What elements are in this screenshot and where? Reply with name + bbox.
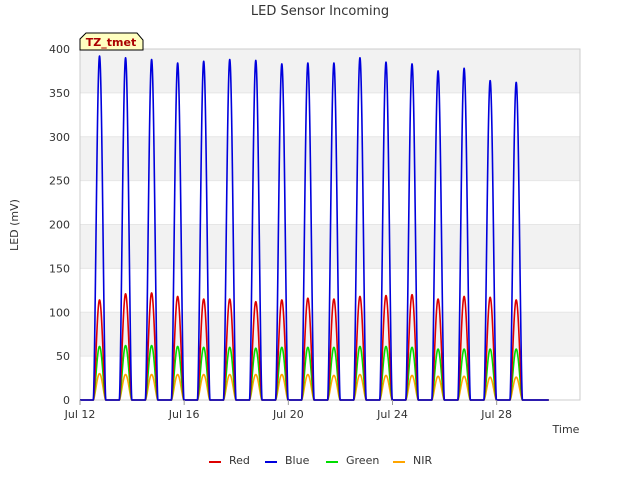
- y-tick-label: 250: [49, 175, 70, 188]
- site-label-box: TZ_tmet: [79, 32, 144, 51]
- x-tick-label: Jul 24: [376, 408, 408, 421]
- x-axis-label: Time: [552, 423, 580, 436]
- x-axis-ticks: Jul 12 Jul 16 Jul 20 Jul 24 Jul 28: [64, 400, 512, 421]
- site-label: TZ_tmet: [86, 36, 136, 49]
- legend: Red Blue Green NIR: [209, 454, 432, 467]
- y-tick-label: 100: [49, 306, 70, 319]
- series-line-blue: [79, 55, 550, 401]
- legend-label-nir: NIR: [413, 454, 432, 467]
- y-tick-label: 350: [49, 87, 70, 100]
- y-tick-label: 0: [63, 394, 70, 407]
- y-tick-label: 150: [49, 262, 70, 275]
- y-tick-label: 50: [56, 350, 70, 363]
- plot-band: [80, 136, 580, 181]
- y-tick-label: 300: [49, 131, 70, 144]
- plot-band: [80, 49, 580, 93]
- y-axis-label: LED (mV): [8, 199, 21, 251]
- site-label-shape: [79, 32, 144, 51]
- x-tick-label: Jul 12: [64, 408, 96, 421]
- y-axis-ticks: 0 50 100 150 200 250 300 350 400: [49, 43, 70, 407]
- x-tick-label: Jul 16: [168, 408, 200, 421]
- legend-label-blue: Blue: [285, 454, 310, 467]
- plot-band: [80, 92, 580, 137]
- series-layer: [79, 55, 550, 401]
- y-tick-label: 400: [49, 43, 70, 56]
- legend-label-red: Red: [229, 454, 250, 467]
- x-tick-label: Jul 28: [480, 408, 512, 421]
- y-tick-label: 200: [49, 219, 70, 232]
- chart-title: LED Sensor Incoming: [251, 4, 389, 19]
- x-tick-label: Jul 20: [272, 408, 304, 421]
- plot-frame: [79, 48, 581, 401]
- legend-label-green: Green: [346, 454, 379, 467]
